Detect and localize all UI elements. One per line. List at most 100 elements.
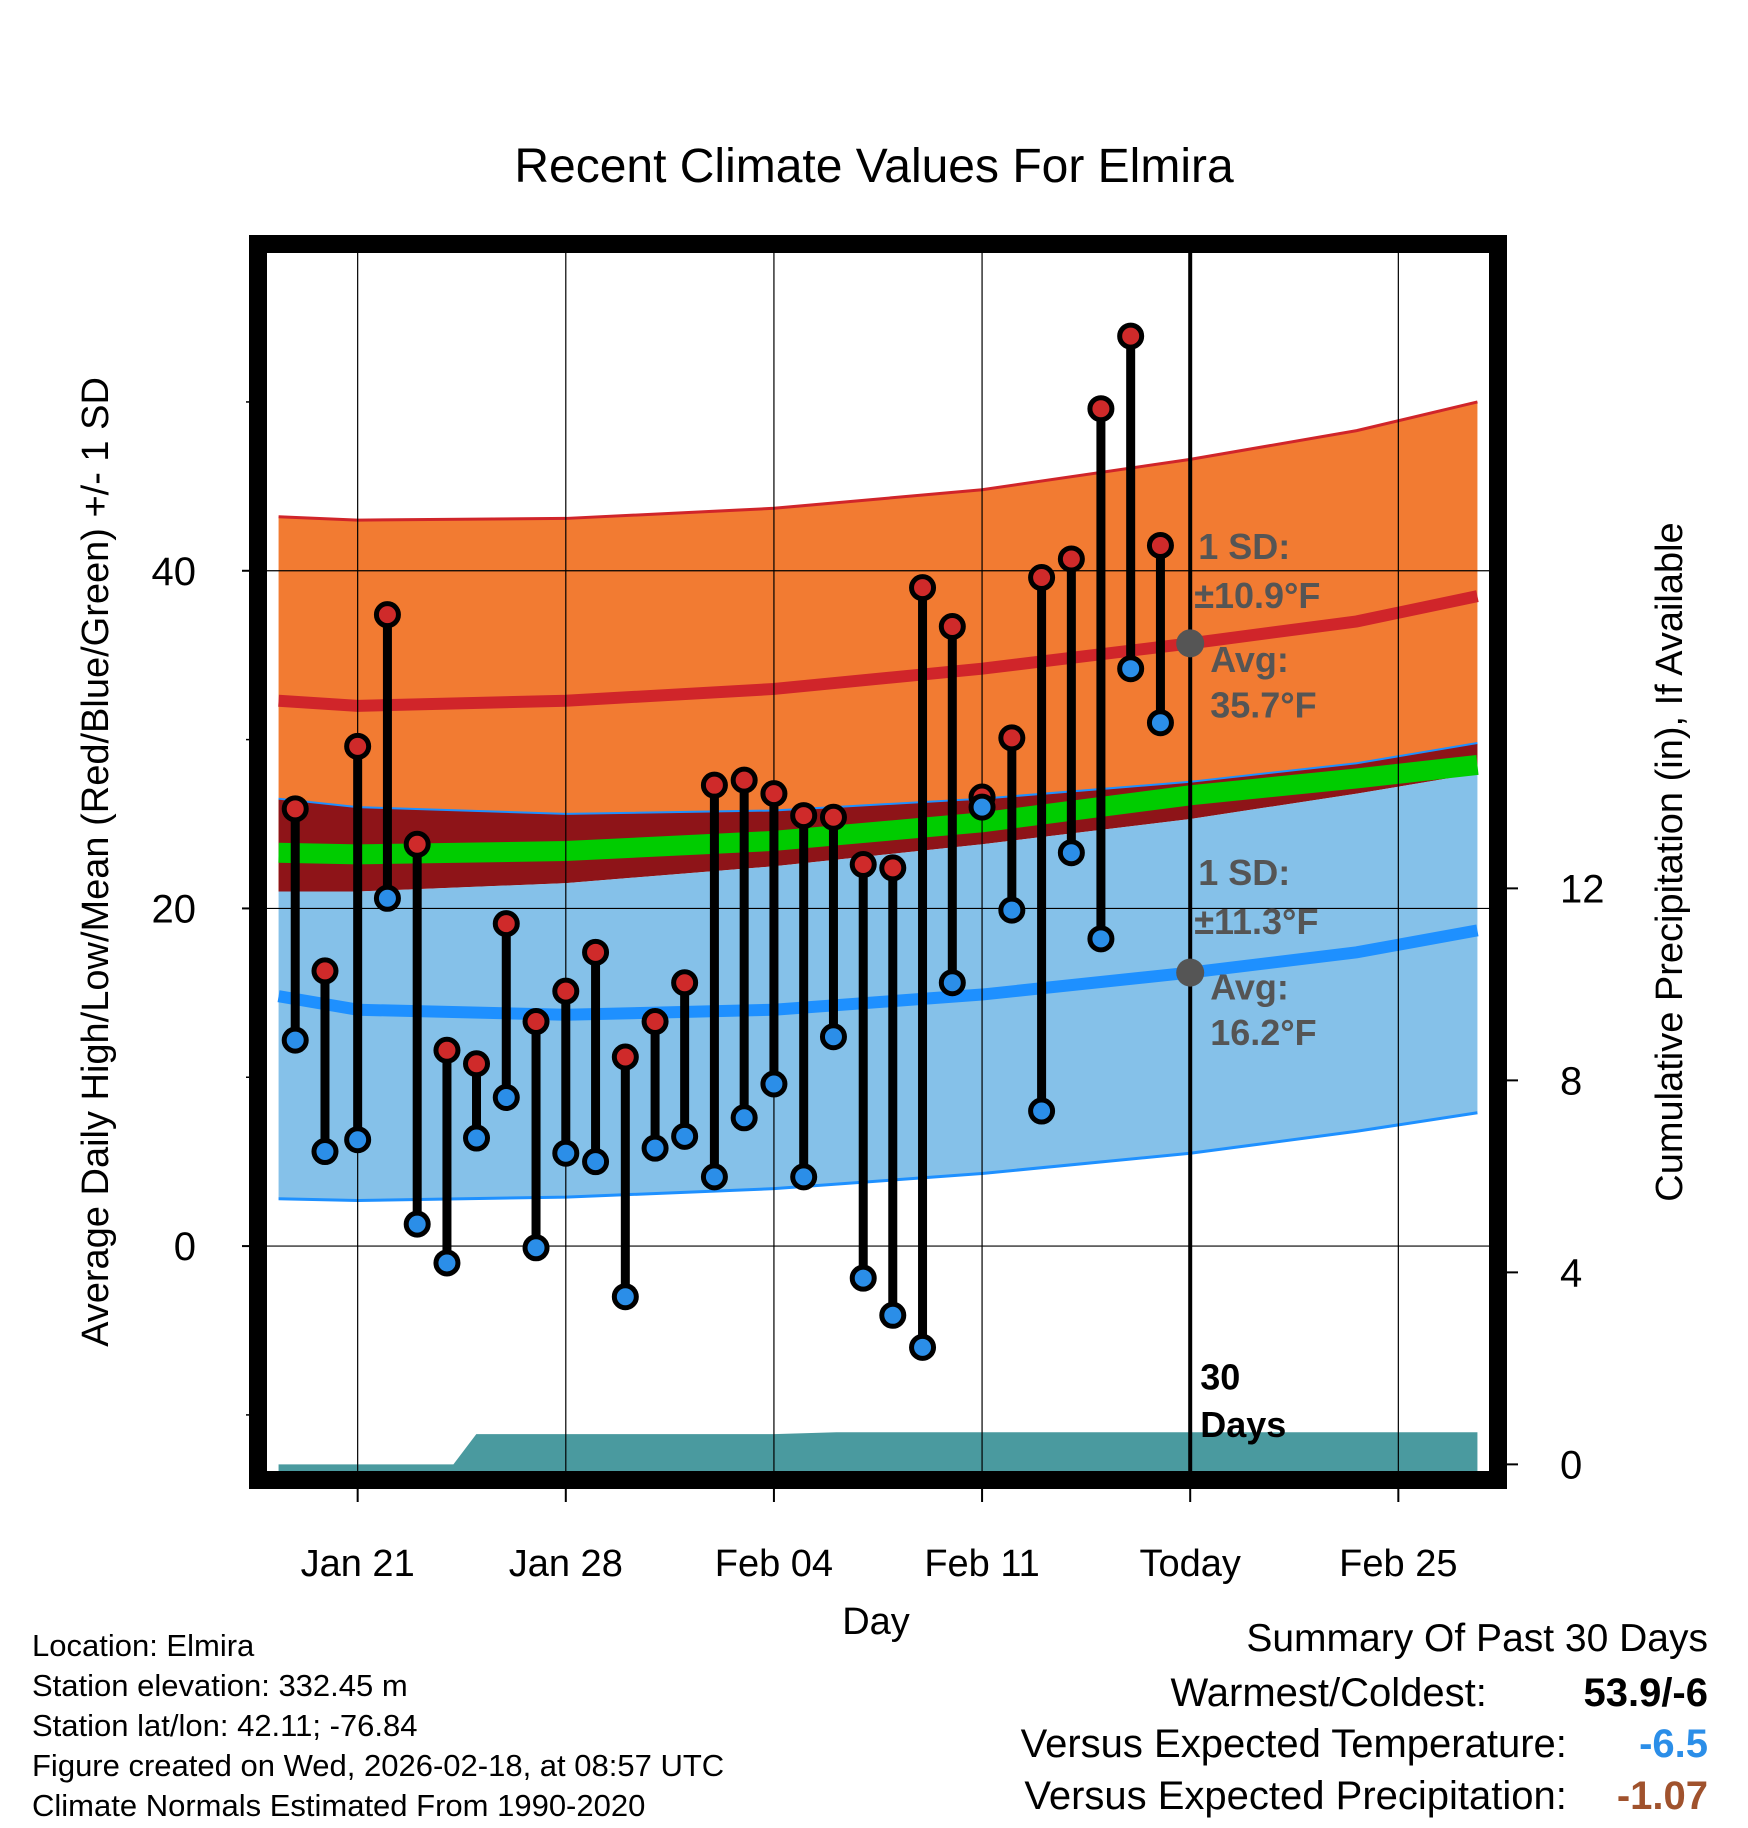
info-created: Figure created on Wed, 2026-02-18, at 08… xyxy=(32,1748,725,1783)
x-tick-label: Jan 28 xyxy=(509,1543,623,1585)
obs-low-dot xyxy=(463,1124,491,1152)
warm-cold-value: 53.9/-6 xyxy=(1583,1671,1708,1715)
days-word: Days xyxy=(1200,1404,1286,1445)
days-count: 30 xyxy=(1200,1357,1240,1398)
obs-high-dot xyxy=(998,724,1026,752)
x-tick-label: Feb 11 xyxy=(924,1543,1039,1585)
obs-low-dot xyxy=(492,1084,520,1112)
low-sd-band xyxy=(278,773,1478,1201)
obs-high-dot xyxy=(611,1043,639,1071)
x-axis-label: Day xyxy=(842,1601,910,1643)
obs-high-dot xyxy=(819,803,847,831)
obs-low-dot xyxy=(311,1138,339,1166)
obs-low-dot xyxy=(522,1234,550,1262)
plot-frame xyxy=(249,235,1507,1489)
warm-cold-label: Warmest/Coldest: xyxy=(1170,1671,1487,1715)
obs-low-dot xyxy=(760,1070,788,1098)
info-latlon: Station lat/lon: 42.11; -76.84 xyxy=(32,1708,418,1743)
x-tick-label: Feb 25 xyxy=(1339,1543,1457,1585)
obs-high-dot xyxy=(463,1050,491,1078)
obs-low-dot xyxy=(641,1134,669,1162)
obs-low-dot xyxy=(344,1126,372,1154)
obs-high-dot xyxy=(1146,531,1174,559)
obs-low-dot xyxy=(968,793,996,821)
obs-high-dot xyxy=(879,854,907,882)
obs-high-dot xyxy=(344,732,372,760)
obs-low-dot xyxy=(373,884,401,912)
obs-low-dot xyxy=(819,1023,847,1051)
y2-tick-label: 4 xyxy=(1560,1251,1582,1295)
obs-low-dot xyxy=(730,1104,758,1132)
obs-high-dot xyxy=(760,780,788,808)
obs-high-dot xyxy=(730,766,758,794)
obs-low-dot xyxy=(998,896,1026,924)
chart-title: Recent Climate Values For Elmira xyxy=(514,140,1234,193)
info-location: Location: Elmira xyxy=(32,1628,255,1663)
x-tick-label: Feb 04 xyxy=(715,1543,833,1585)
normal-mean-line xyxy=(278,754,1479,865)
high-band-upper-edge xyxy=(278,400,1478,522)
summary-temp: Versus Expected Temperature: -6.5 xyxy=(1021,1722,1708,1767)
high-sd-label: 1 SD: xyxy=(1198,526,1290,567)
obs-high-dot xyxy=(1028,564,1056,592)
y2-tick-label: 0 xyxy=(1560,1443,1582,1487)
info-normals: Climate Normals Estimated From 1990-2020 xyxy=(32,1788,646,1823)
obs-high-dot xyxy=(1117,322,1145,350)
obs-high-dot xyxy=(281,795,309,823)
summary-precip: Versus Expected Precipitation: -1.07 xyxy=(1024,1774,1708,1819)
obs-high-dot xyxy=(849,851,877,879)
observations xyxy=(281,322,1205,1361)
obs-low-dot xyxy=(849,1264,877,1292)
temp-value: -6.5 xyxy=(1639,1722,1708,1766)
obs-low-dot xyxy=(879,1301,907,1329)
obs-high-dot xyxy=(552,977,580,1005)
precip-label: Versus Expected Precipitation: xyxy=(1024,1774,1567,1818)
low-sd-label: 1 SD: xyxy=(1198,852,1290,893)
obs-high-dot xyxy=(1087,395,1115,423)
obs-low-dot xyxy=(1028,1097,1056,1125)
obs-low-dot xyxy=(1117,655,1145,683)
obs-low-dot xyxy=(281,1026,309,1054)
obs-low-dot xyxy=(433,1249,461,1277)
obs-high-dot xyxy=(373,601,401,629)
obs-high-dot xyxy=(433,1036,461,1064)
obs-low-dot xyxy=(1057,839,1085,867)
temp-label: Versus Expected Temperature: xyxy=(1020,1722,1567,1766)
normal-high-line xyxy=(278,590,1479,712)
x-tick-label: Jan 21 xyxy=(301,1543,415,1585)
summary-heading: Summary Of Past 30 Days xyxy=(1246,1617,1708,1660)
obs-low-dot xyxy=(790,1163,818,1191)
y-axis-label: Average Daily High/Low/Mean (Red/Blue/Gr… xyxy=(75,377,117,1347)
info-elevation: Station elevation: 332.45 m xyxy=(32,1668,408,1703)
obs-high-dot xyxy=(671,969,699,997)
high-avg-value: 35.7°F xyxy=(1210,685,1316,726)
obs-low-dot xyxy=(1087,925,1115,953)
high-sd-band xyxy=(278,401,1478,892)
obs-high-dot xyxy=(909,574,937,602)
y2-tick-label: 8 xyxy=(1560,1059,1582,1103)
obs-low-dot xyxy=(552,1139,580,1167)
y-tick-label: 0 xyxy=(174,1225,196,1269)
low-avg-dot xyxy=(1176,958,1205,987)
low-band-upper-edge xyxy=(278,741,1478,815)
obs-high-dot xyxy=(1057,545,1085,573)
obs-high-dot xyxy=(522,1008,550,1036)
obs-high-dot xyxy=(700,771,728,799)
obs-high-dot xyxy=(311,957,339,985)
summary-warm-cold: Warmest/Coldest: 53.9/-6 xyxy=(1171,1671,1709,1716)
y-tick-label: 40 xyxy=(152,550,197,594)
obs-high-dot xyxy=(582,938,610,966)
low-avg-label: Avg: xyxy=(1210,967,1289,1008)
obs-high-dot xyxy=(938,612,966,640)
obs-high-dot xyxy=(492,910,520,938)
obs-low-dot xyxy=(909,1333,937,1361)
low-band-lower-edge xyxy=(278,1111,1478,1202)
obs-low-dot xyxy=(1146,709,1174,737)
obs-low-dot xyxy=(700,1163,728,1191)
obs-low-dot xyxy=(611,1283,639,1311)
precip-value: -1.07 xyxy=(1616,1774,1708,1818)
plot-area xyxy=(277,400,1479,1474)
high-avg-label: Avg: xyxy=(1210,639,1289,680)
obs-high-dot xyxy=(641,1008,669,1036)
